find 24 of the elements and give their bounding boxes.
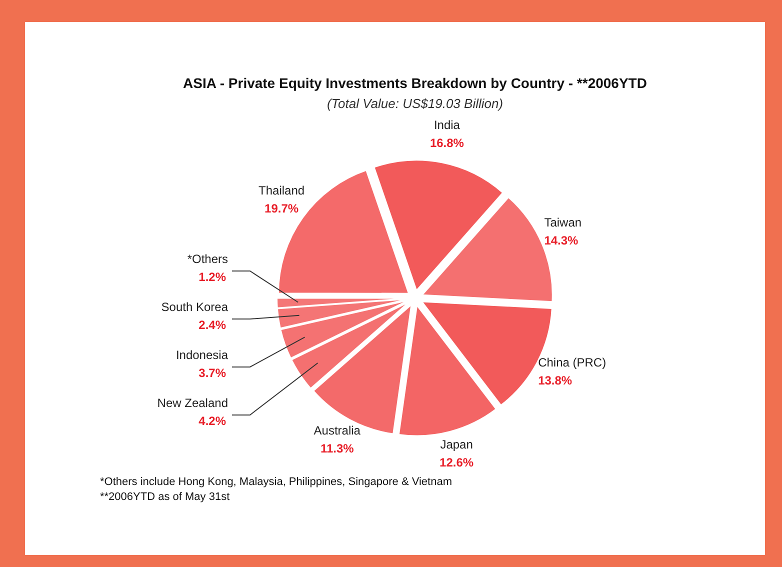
data-label: 4.2% — [198, 414, 226, 428]
data-label: 12.6% — [440, 456, 474, 470]
slice-label: *Others — [187, 252, 228, 266]
slice-label: Japan — [440, 438, 473, 452]
slice-label: Thailand — [258, 184, 305, 198]
slice-label: Taiwan — [544, 216, 582, 230]
data-label: 19.7% — [264, 202, 299, 216]
data-label: 14.3% — [544, 234, 579, 248]
slice-label: New Zealand — [157, 396, 228, 410]
slice-label: South Korea — [161, 300, 228, 314]
data-label: 3.7% — [198, 366, 226, 380]
data-label: 1.2% — [198, 270, 226, 284]
slice-label: Indonesia — [176, 348, 228, 362]
chart-title: ASIA - Private Equity Investments Breakdown by Country - **2006YTD — [183, 75, 647, 91]
slice-label: India — [434, 118, 460, 132]
text: **2006YTD as of May 31st — [100, 491, 230, 503]
slice-label: Australia — [314, 423, 361, 438]
data-label: 11.3% — [320, 441, 354, 456]
text: *Others include Hong Kong, Malaysia, Philippines, Singapore & Vietnam — [100, 476, 452, 488]
chart-subtitle: (Total Value: US$19.03 Billion) — [326, 96, 504, 111]
data-label: 13.8% — [538, 373, 572, 388]
slice-label: China (PRC) — [538, 355, 606, 370]
data-label: 16.8% — [430, 136, 464, 150]
data-label: 2.4% — [198, 318, 226, 332]
